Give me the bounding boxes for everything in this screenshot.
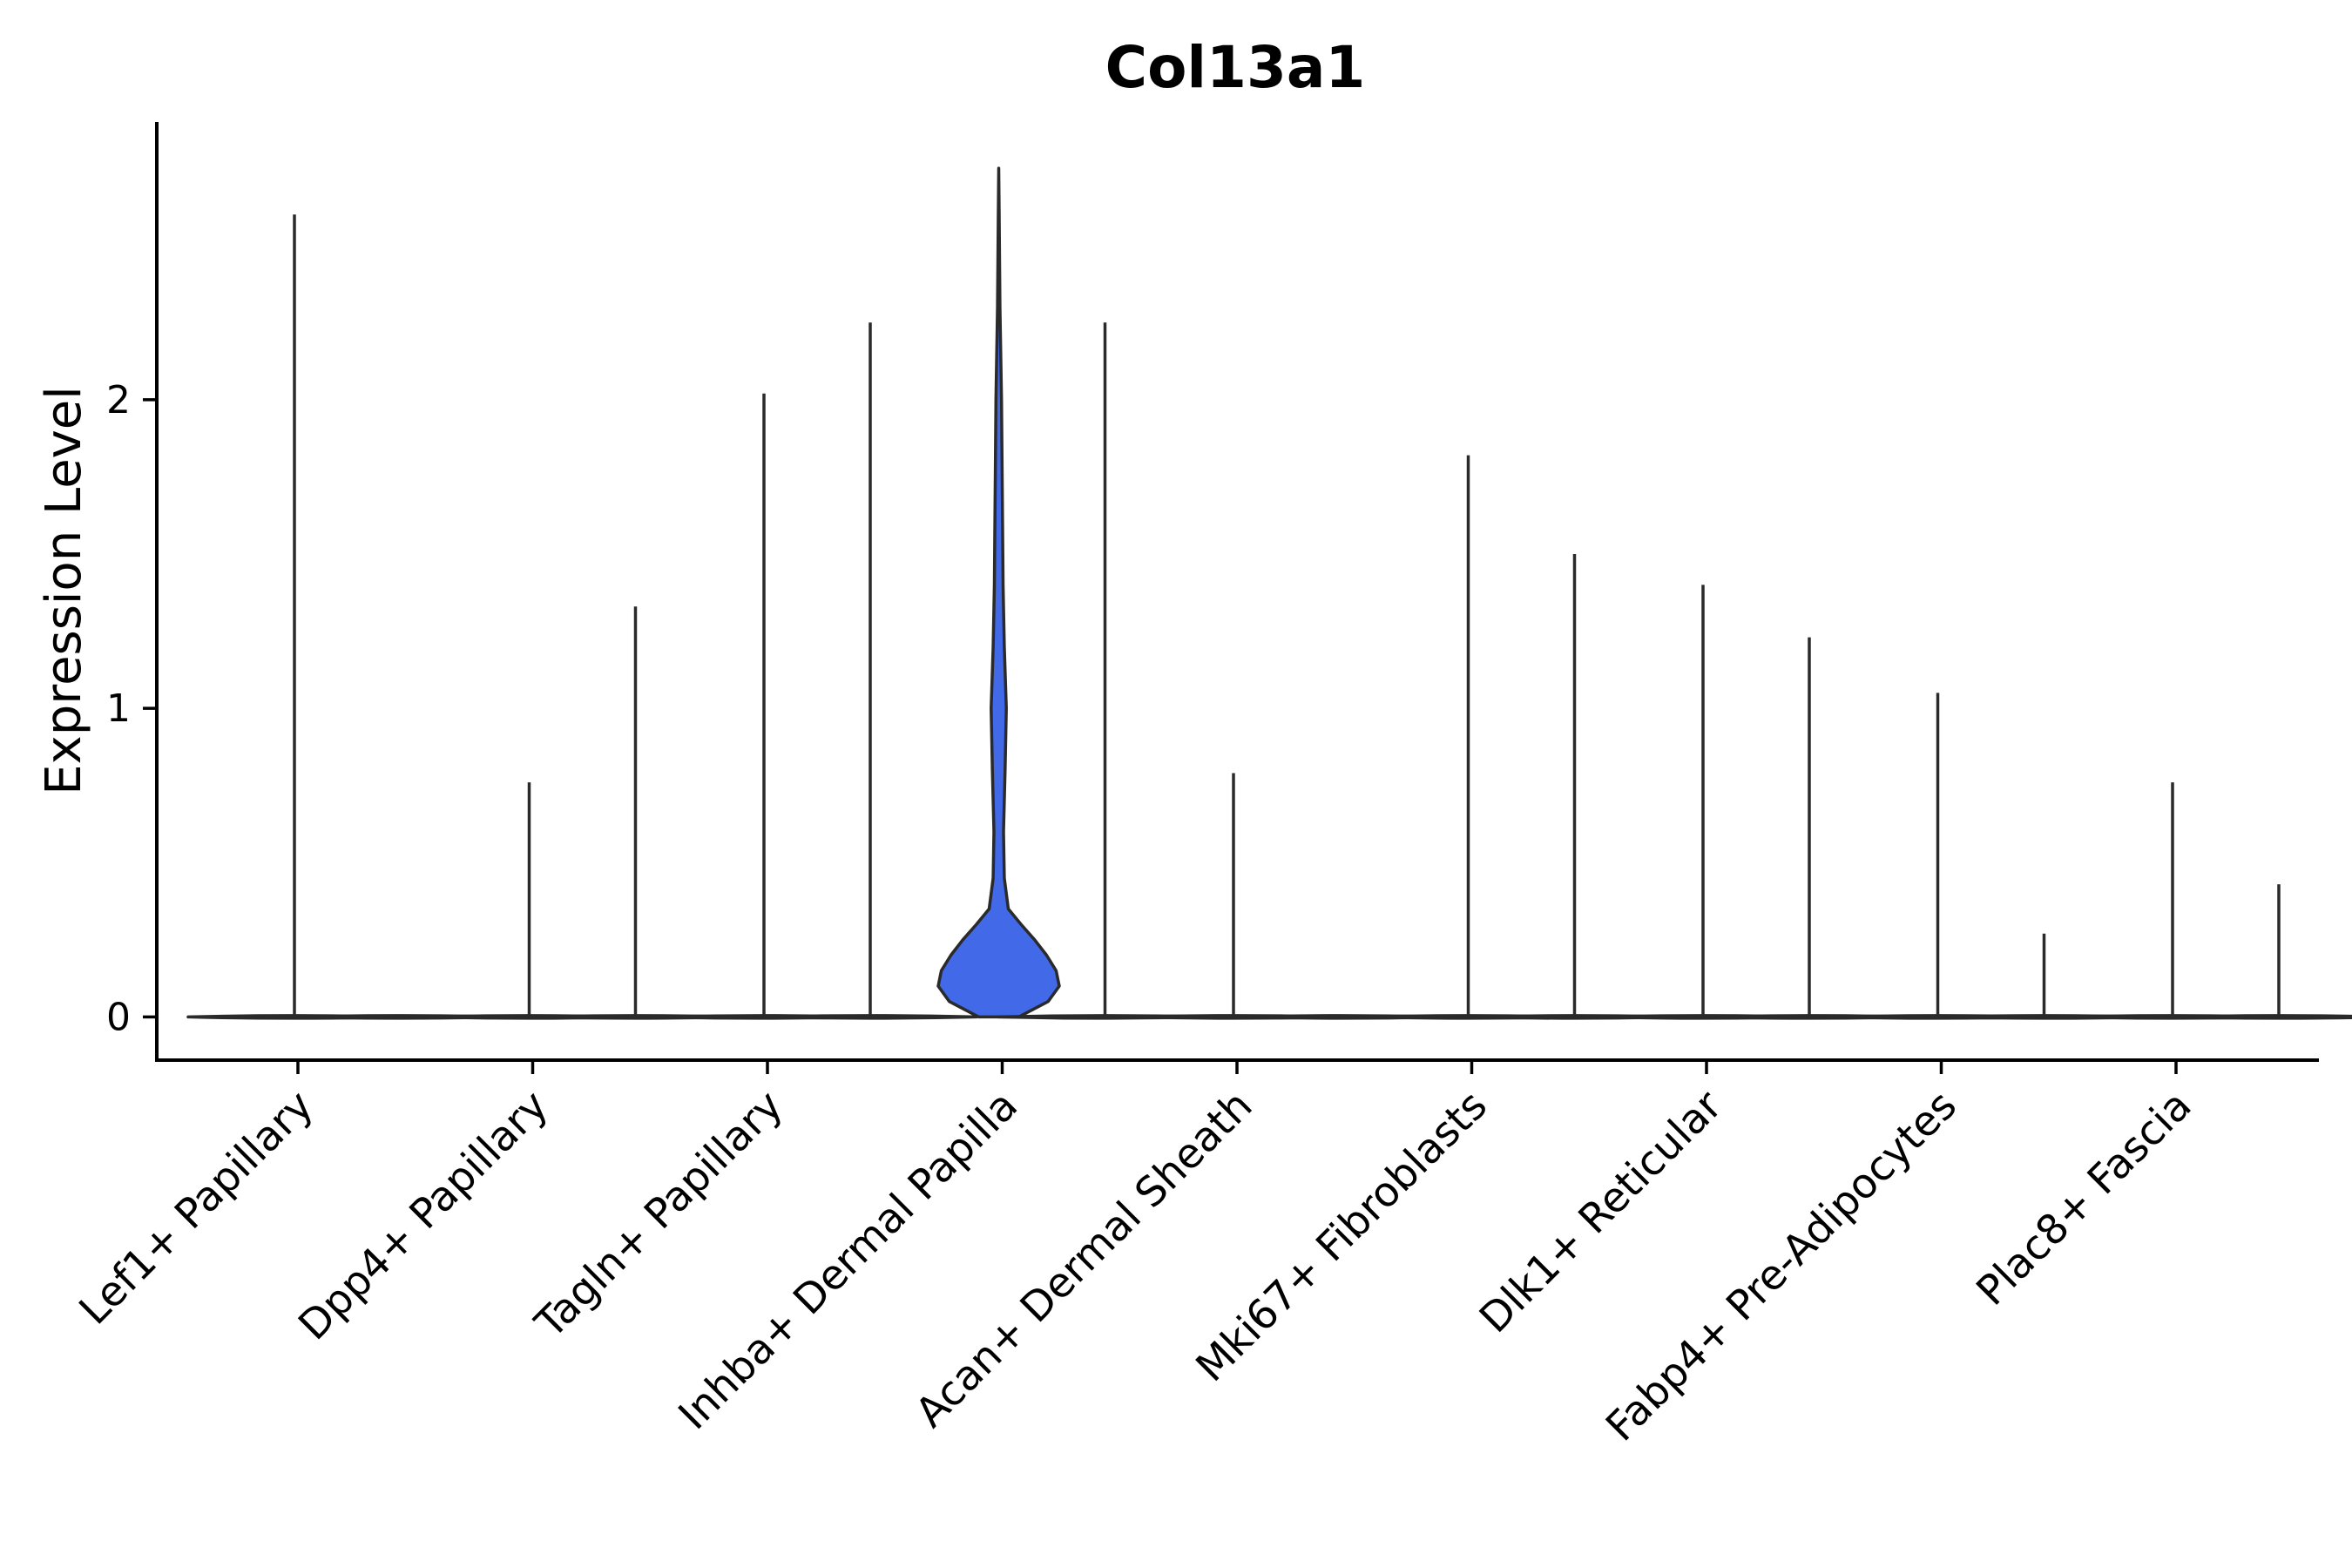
x-tick-label-9: Plac8+ Fascia [1968,1082,2201,1315]
violin-4-a [936,166,1061,1019]
y-tick-label-0: 0 [106,995,131,1039]
y-tick-label-1: 1 [106,686,131,731]
chart-title: Col13a1 [1105,34,1366,101]
x-tick-label-2: Dpp4+ Papillary [289,1082,558,1350]
y-axis-title: Expression Level [36,386,92,795]
x-tick-label-1: Lef1+ Papillary [71,1082,323,1335]
x-tick-label-7: Dlk1+ Reticular [1470,1081,1732,1342]
violin-9-b-base [2171,1014,2352,1020]
x-tick-label-3: Tagln+ Papillary [526,1082,793,1348]
y-tick-label-2: 2 [106,378,131,422]
plot-area [186,166,2352,1020]
axes: 0 1 2 [106,122,2319,1074]
